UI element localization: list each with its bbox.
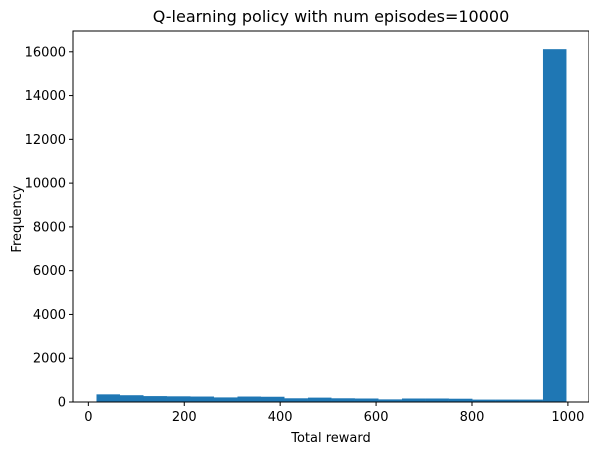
y-tick-label: 10000 [25,177,66,192]
histogram-bar [96,394,120,402]
histogram-bar [354,398,379,402]
x-tick-label: 800 [460,410,485,425]
y-axis-label: Frequency [10,185,25,252]
x-tick-label: 400 [268,410,293,425]
histogram-bar [120,395,144,402]
x-tick-label: 0 [84,410,92,425]
x-axis-ticks: 0 200 400 600 800 1000 [84,402,584,425]
histogram-bar [542,49,567,403]
y-tick-label: 8000 [33,220,66,235]
x-axis-label: Total reward [290,431,371,446]
histogram-bar [307,397,332,402]
histogram-bar [378,399,402,402]
histogram-bar [472,399,496,402]
y-tick-label: 12000 [25,133,66,148]
y-tick-label: 0 [58,396,66,411]
histogram-bar [237,396,261,402]
y-tick-label: 2000 [33,352,66,367]
histogram-bar [284,398,308,402]
histogram-bar [166,396,191,402]
x-tick-label: 200 [172,410,197,425]
x-tick-label: 600 [364,410,389,425]
histogram-bar [143,396,167,402]
histogram-bar [331,398,355,402]
y-tick-label: 16000 [25,45,66,60]
y-tick-label: 14000 [25,89,66,104]
histogram-bar [519,399,543,402]
bars-group [96,49,567,403]
y-tick-label: 6000 [33,264,66,279]
chart-title: Q-learning policy with num episodes=1000… [153,7,510,26]
histogram-bar [425,398,449,402]
histogram-bar [401,398,426,402]
axes-frame [72,30,589,403]
x-tick-label: 1000 [551,410,584,425]
y-tick-label: 4000 [33,308,66,323]
histogram-bar [260,396,285,402]
histogram-bar [448,398,473,402]
y-axis-ticks: 0 2000 4000 6000 8000 10000 12000 14000 16000 [25,45,73,411]
histogram-bar [213,397,238,402]
histogram-bar [495,399,520,402]
histogram-bar [190,396,214,402]
